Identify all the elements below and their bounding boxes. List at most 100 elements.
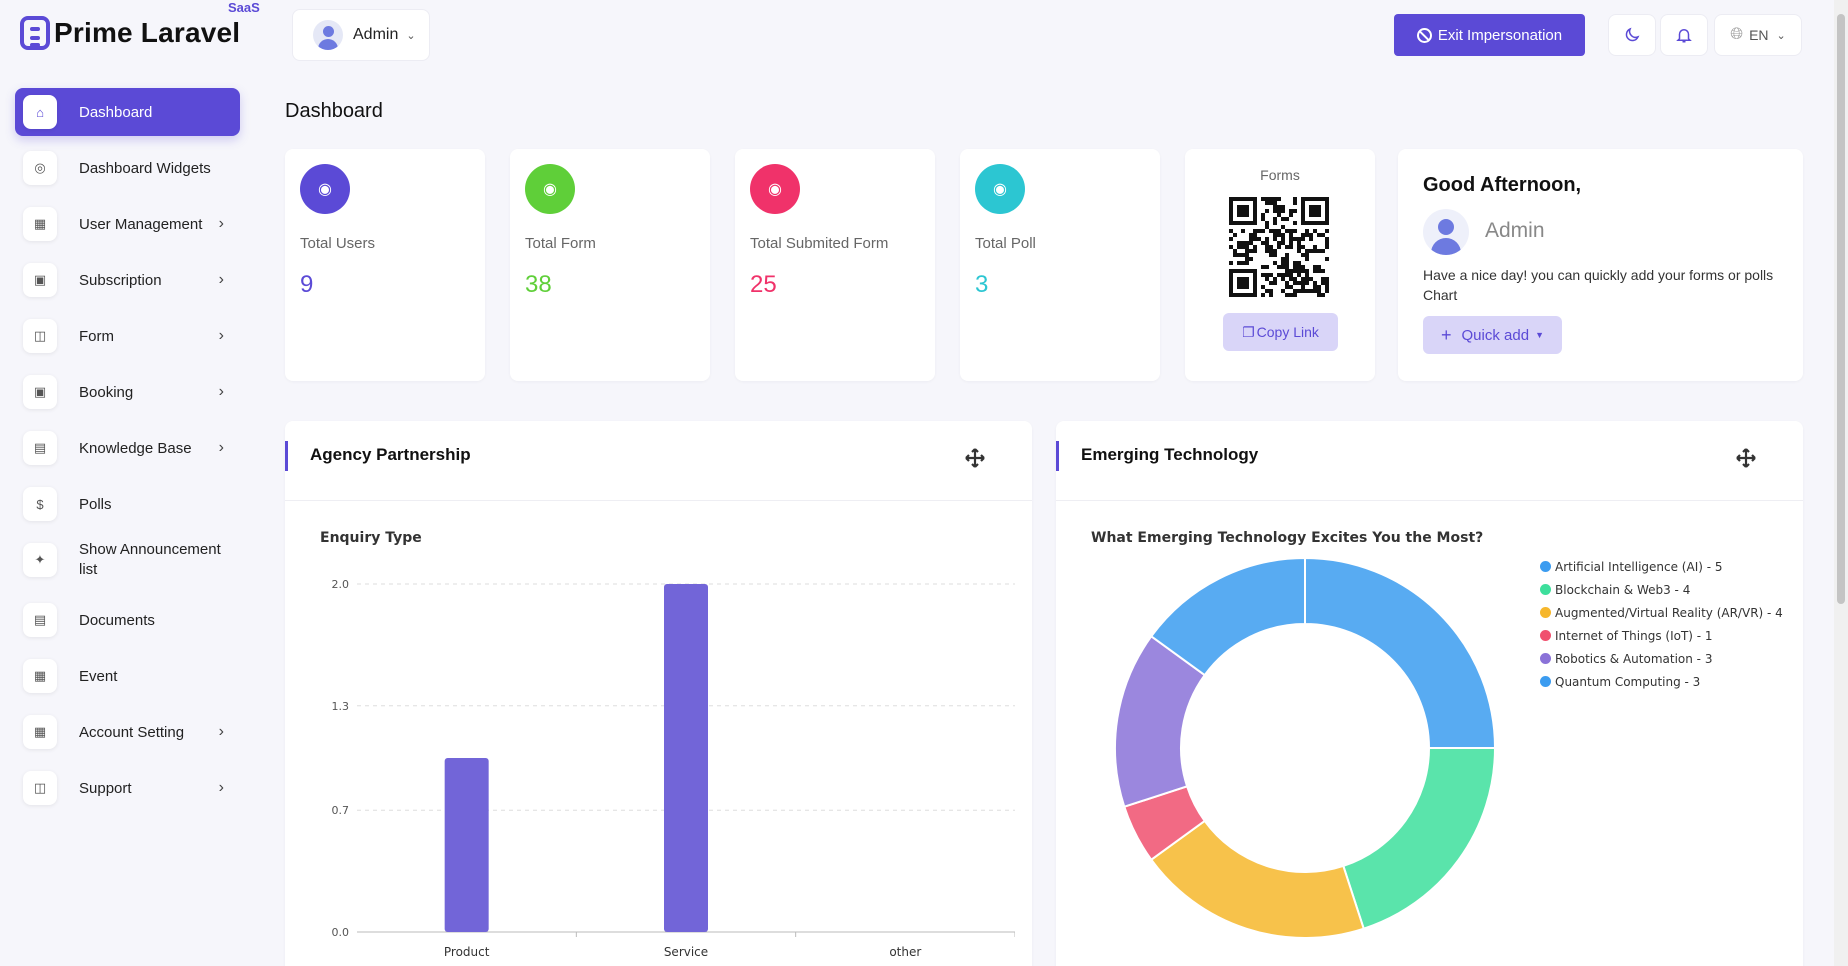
poll-icon: ◉ bbox=[975, 164, 1025, 214]
move-icon[interactable] bbox=[965, 448, 985, 468]
greeting-name: Admin bbox=[1485, 219, 1545, 242]
legend-item[interactable]: Artificial Intelligence (AI) - 5 bbox=[1540, 555, 1783, 578]
sidebar-item-support[interactable]: ◫ Support › bbox=[15, 764, 240, 812]
caret-down-icon: ▼ bbox=[1535, 330, 1544, 340]
y-tick-label: 0.7 bbox=[332, 804, 350, 817]
quick-add-label: Quick add bbox=[1461, 326, 1530, 344]
sidebar-item-user-management[interactable]: ▦ User Management › bbox=[15, 200, 240, 248]
legend-swatch bbox=[1540, 607, 1551, 618]
user-name: Admin bbox=[353, 26, 399, 43]
chevron-right-icon: › bbox=[218, 327, 224, 344]
legend-label: Artificial Intelligence (AI) - 5 bbox=[1555, 559, 1723, 574]
panel-header: Emerging Technology bbox=[1056, 421, 1803, 501]
agency-partnership-panel: Agency Partnership bbox=[285, 421, 1032, 966]
sidebar-item-label: User Management bbox=[79, 215, 203, 233]
sidebar-item-label: Dashboard Widgets bbox=[79, 159, 211, 177]
donut-slice[interactable] bbox=[1149, 556, 1306, 677]
notifications-button[interactable] bbox=[1660, 14, 1708, 56]
page-title: Dashboard bbox=[285, 100, 383, 122]
app-name: Prime Laravel bbox=[54, 17, 241, 48]
donut-slice[interactable] bbox=[1149, 819, 1365, 939]
exit-impersonation-label: Exit Impersonation bbox=[1437, 26, 1563, 44]
donut-chart-title: What Emerging Technology Excites You the… bbox=[1091, 530, 1484, 546]
book-icon: ▤ bbox=[23, 431, 57, 465]
legend-label: Quantum Computing - 3 bbox=[1555, 674, 1701, 689]
sidebar-item-label: Knowledge Base bbox=[79, 439, 192, 457]
globe-icon: 🌐︎ bbox=[1730, 26, 1744, 43]
legend-swatch bbox=[1540, 630, 1551, 641]
y-tick-label: 2.0 bbox=[332, 578, 350, 591]
sidebar-item-form[interactable]: ◫ Form › bbox=[15, 312, 240, 360]
sparkle-icon: ✦ bbox=[23, 543, 57, 577]
sidebar-item-label: Account Setting bbox=[79, 723, 185, 741]
sidebar-item-label: Booking bbox=[79, 383, 134, 401]
chart-legend: Artificial Intelligence (AI) - 5 Blockcha… bbox=[1540, 555, 1783, 693]
scrollbar-thumb[interactable] bbox=[1837, 14, 1845, 604]
submitted-form-icon: ◉ bbox=[750, 164, 800, 214]
sidebar-item-label: Event bbox=[79, 667, 118, 685]
stat-card: ◉ Total Users 9 bbox=[285, 149, 485, 381]
legend-item[interactable]: Quantum Computing - 3 bbox=[1540, 670, 1783, 693]
dark-mode-toggle[interactable] bbox=[1608, 14, 1656, 56]
sidebar-item-dashboard-widgets[interactable]: ◎ Dashboard Widgets bbox=[15, 144, 240, 192]
gauge-icon: ◎ bbox=[23, 151, 57, 185]
legend-item[interactable]: Blockchain & Web3 - 4 bbox=[1540, 578, 1783, 601]
user-switcher[interactable]: Admin ⌄ bbox=[292, 9, 430, 61]
copy-link-label: Copy Link bbox=[1256, 324, 1319, 340]
gift-icon: ▣ bbox=[23, 263, 57, 297]
legend-label: Augmented/Virtual Reality (AR/VR) - 4 bbox=[1555, 605, 1783, 620]
form-icon: ◉ bbox=[525, 164, 575, 214]
plus-icon: + bbox=[1441, 324, 1452, 345]
legend-item[interactable]: Augmented/Virtual Reality (AR/VR) - 4 bbox=[1540, 601, 1783, 624]
avatar bbox=[1423, 209, 1469, 255]
stat-value: 25 bbox=[750, 271, 777, 298]
grid-icon: ▦ bbox=[23, 207, 57, 241]
greeting-title: Good Afternoon, bbox=[1423, 174, 1582, 196]
bell-icon bbox=[1676, 29, 1692, 43]
home-icon: ⌂ bbox=[23, 95, 57, 129]
moon-icon bbox=[1625, 27, 1640, 42]
panel-accent bbox=[285, 441, 288, 471]
document-icon: ▤ bbox=[23, 603, 57, 637]
legend-item[interactable]: Internet of Things (IoT) - 1 bbox=[1540, 624, 1783, 647]
x-tick-label: Product bbox=[444, 945, 490, 959]
sidebar-item-polls[interactable]: $ Polls bbox=[15, 480, 240, 528]
bar-chart: 0.0 0.7 1.3 2.0 Product Service other bbox=[332, 578, 1015, 959]
move-icon[interactable] bbox=[1736, 448, 1756, 468]
greeting-text: Have a nice day! you can quickly add you… bbox=[1423, 267, 1774, 303]
sidebar-item-dashboard[interactable]: ⌂ Dashboard bbox=[15, 88, 240, 136]
qr-card: Forms ❐ Copy Link bbox=[1185, 149, 1375, 381]
ban-icon bbox=[1416, 27, 1432, 43]
sidebar-item-subscription[interactable]: ▣ Subscription › bbox=[15, 256, 240, 304]
donut-slice[interactable] bbox=[1304, 556, 1497, 749]
sidebar-item-event[interactable]: ▦ Event bbox=[15, 652, 240, 700]
sidebar-item-booking[interactable]: ▣ Booking › bbox=[15, 368, 240, 416]
sidebar-item-knowledge-base[interactable]: ▤ Knowledge Base › bbox=[15, 424, 240, 472]
sidebar-item-account-setting[interactable]: ▦ Account Setting › bbox=[15, 708, 240, 756]
donut-slice[interactable] bbox=[1342, 747, 1497, 930]
language-selector[interactable]: 🌐︎ EN ⌄ bbox=[1714, 14, 1802, 56]
copy-link-button[interactable]: ❐ Copy Link bbox=[1223, 313, 1338, 351]
table-icon: ◫ bbox=[23, 319, 57, 353]
exit-impersonation-button[interactable]: Exit Impersonation bbox=[1394, 14, 1585, 56]
qr-code-icon[interactable] bbox=[1229, 197, 1329, 297]
app-logo[interactable]: Prime Laravel bbox=[20, 16, 240, 50]
stat-card: ◉ Total Submited Form 25 bbox=[735, 149, 935, 381]
legend-label: Robotics & Automation - 3 bbox=[1555, 651, 1713, 666]
dollar-circle-icon: $ bbox=[23, 487, 57, 521]
sidebar-item-documents[interactable]: ▤ Documents bbox=[15, 596, 240, 644]
quick-add-button[interactable]: + Quick add ▼ bbox=[1423, 316, 1562, 354]
x-tick-label: Service bbox=[664, 945, 708, 959]
legend-swatch bbox=[1540, 561, 1551, 572]
chevron-right-icon: › bbox=[218, 383, 224, 400]
sidebar-item-label: Subscription bbox=[79, 271, 162, 289]
stat-value: 3 bbox=[975, 271, 989, 298]
legend-item[interactable]: Robotics & Automation - 3 bbox=[1540, 647, 1783, 670]
greeting-card: Good Afternoon, Admin Have a nice day! y… bbox=[1398, 149, 1803, 381]
x-tick-label: other bbox=[889, 945, 921, 959]
square-icon: ▣ bbox=[23, 375, 57, 409]
bar-chart-title: Enquiry Type bbox=[320, 530, 422, 546]
sidebar-item-show-announcement-list[interactable]: ✦ Show Announcement list bbox=[15, 536, 240, 584]
scrollbar[interactable] bbox=[1834, 0, 1848, 966]
grid-icon: ▦ bbox=[23, 715, 57, 749]
